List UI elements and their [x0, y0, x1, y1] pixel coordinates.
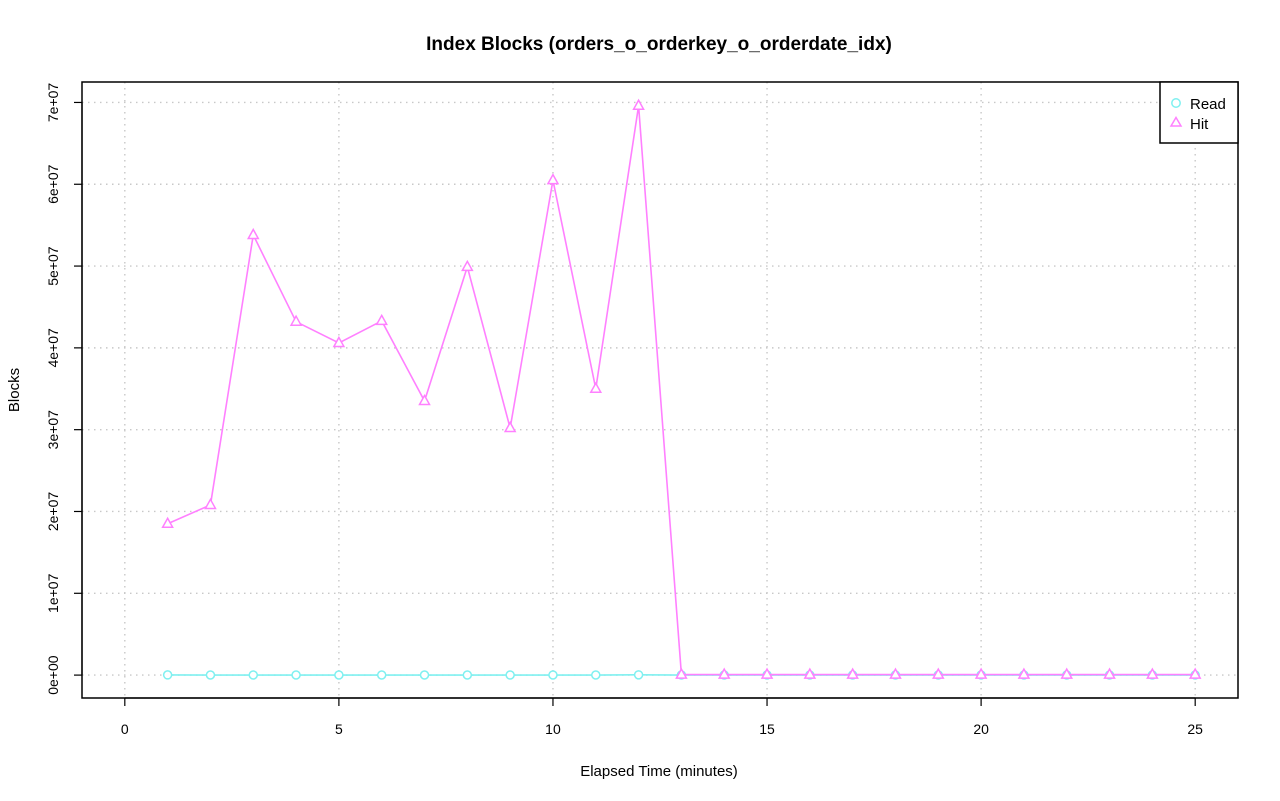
- data-point-hit: [289, 314, 303, 326]
- data-point-hit: [246, 227, 260, 240]
- chart-title: Index Blocks (orders_o_orderkey_o_orderd…: [426, 34, 892, 55]
- data-point-read: [376, 670, 387, 680]
- data-point-read: [205, 670, 216, 680]
- y-tick-label: 5e+07: [45, 246, 61, 286]
- data-point-read: [505, 670, 515, 680]
- y-tick-label: 3e+07: [45, 410, 61, 450]
- data-point-hit: [332, 335, 346, 348]
- y-tick-label: 4e+07: [45, 328, 61, 368]
- x-tick-label: 25: [1187, 721, 1203, 737]
- x-tick-label: 20: [973, 721, 989, 737]
- data-point-read: [248, 670, 259, 680]
- y-tick-label: 1e+07: [45, 573, 61, 613]
- data-point-read: [162, 670, 173, 680]
- plot-series: [161, 98, 1202, 680]
- y-tick-label: 0e+00: [45, 655, 61, 695]
- x-tick-label: 15: [759, 721, 775, 737]
- legend-box: [1159, 81, 1239, 144]
- data-point-hit: [204, 497, 217, 510]
- data-point-hit: [675, 667, 688, 679]
- y-tick-label: 6e+07: [45, 164, 61, 204]
- legend: Read Hit: [1159, 81, 1239, 144]
- y-tick-label: 2e+07: [45, 492, 61, 532]
- data-point-hit: [461, 259, 474, 272]
- data-point-read: [633, 670, 644, 680]
- data-point-hit: [803, 667, 817, 679]
- x-axis-label: Elapsed Time (minutes): [580, 763, 738, 780]
- legend-read-label: Read: [1190, 96, 1226, 113]
- axes: 0 5 10 15 20 25 0e+00 1e+07 2e+07 3e+07 4e+07 5e+07…: [45, 83, 1203, 737]
- data-point-read: [462, 670, 473, 680]
- data-point-hit: [375, 313, 388, 326]
- data-point-hit: [418, 393, 431, 406]
- data-point-read: [334, 670, 344, 680]
- data-point-hit: [503, 420, 517, 433]
- data-point-hit: [760, 667, 774, 679]
- legend-hit-marker: [1169, 116, 1183, 127]
- legend-read-marker: [1171, 98, 1181, 108]
- legend-hit-label: Hit: [1190, 116, 1209, 133]
- data-point-read: [291, 670, 301, 680]
- data-point-hit: [889, 667, 902, 679]
- data-point-hit: [974, 667, 988, 679]
- data-point-read: [419, 670, 430, 680]
- data-point-hit: [846, 667, 859, 679]
- data-point-hit: [1188, 667, 1202, 679]
- data-point-read: [591, 670, 601, 680]
- series-line-hit: [167, 105, 1196, 676]
- data-point-hit: [632, 98, 645, 110]
- data-point-hit: [1017, 667, 1031, 679]
- data-point-hit: [932, 667, 945, 679]
- data-point-hit: [1103, 667, 1116, 679]
- data-point-hit: [589, 381, 603, 394]
- x-tick-label: 10: [545, 721, 561, 737]
- data-point-hit: [1060, 667, 1074, 679]
- x-tick-label: 0: [121, 721, 129, 737]
- y-axis-label: Blocks: [6, 368, 23, 412]
- data-point-read: [548, 670, 558, 680]
- x-tick-label: 5: [335, 721, 343, 737]
- data-point-hit: [717, 667, 731, 679]
- data-point-hit: [161, 516, 174, 529]
- data-point-hit: [1146, 667, 1159, 679]
- y-tick-label: 7e+07: [45, 83, 61, 123]
- data-point-hit: [546, 173, 560, 185]
